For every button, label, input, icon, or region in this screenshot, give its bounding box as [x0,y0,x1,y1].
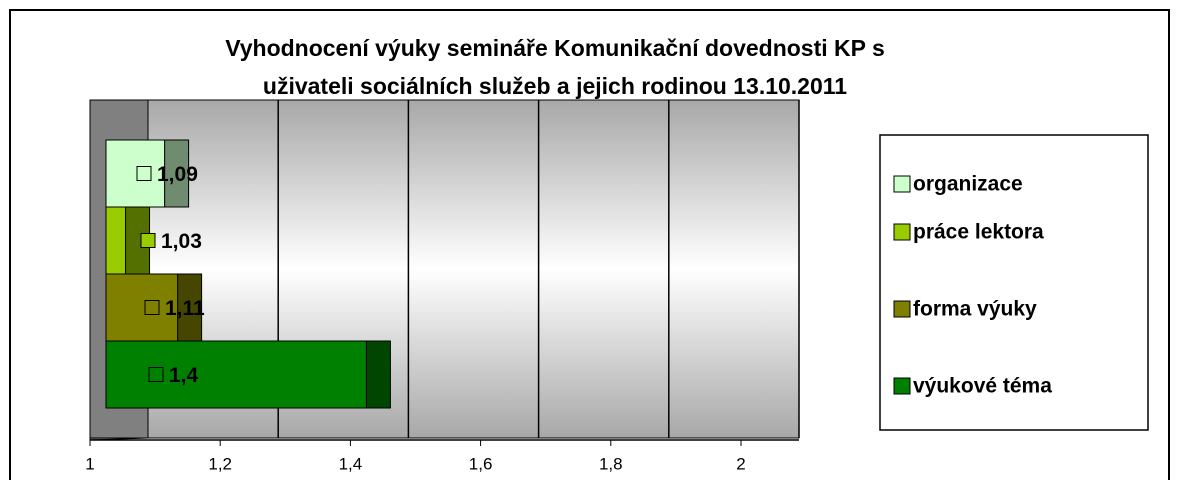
legend-swatch [893,223,911,241]
value-label: 1,11 [165,297,205,320]
legend-label: organizace [913,173,1023,196]
bar-side [177,273,203,342]
x-tick-label: 1,2 [208,454,232,473]
value-label: 1,09 [157,163,198,186]
label-marker [140,233,156,248]
legend-label: forma výuky [913,298,1037,321]
legend-swatch [893,300,911,318]
x-tick-label: 1 [85,454,94,473]
bar-side [365,340,391,409]
label-marker [148,367,164,382]
label-marker [136,166,152,181]
x-tick-label: 2 [736,454,745,473]
chart-title: uživateli sociálních služeb a jejich rod… [263,73,847,99]
chart-title: Vyhodnocení výuky semináře Komunikační d… [225,35,885,61]
value-label: 1,4 [169,364,199,387]
label-marker [144,300,160,315]
legend-label: práce lektora [913,221,1044,244]
x-tick-label: 1,6 [469,454,493,473]
bar [105,139,166,208]
legend-swatch [893,377,911,395]
legend-box [879,134,1149,431]
x-tick-label: 1,4 [339,454,363,473]
value-label: 1,03 [161,230,202,253]
bar [105,340,367,409]
bar [105,206,127,275]
chart-border [9,9,1170,480]
x-tick-label: 1,8 [599,454,623,473]
legend-label: výukové téma [913,375,1052,398]
bar-side [164,139,190,208]
legend-swatch [893,175,911,193]
